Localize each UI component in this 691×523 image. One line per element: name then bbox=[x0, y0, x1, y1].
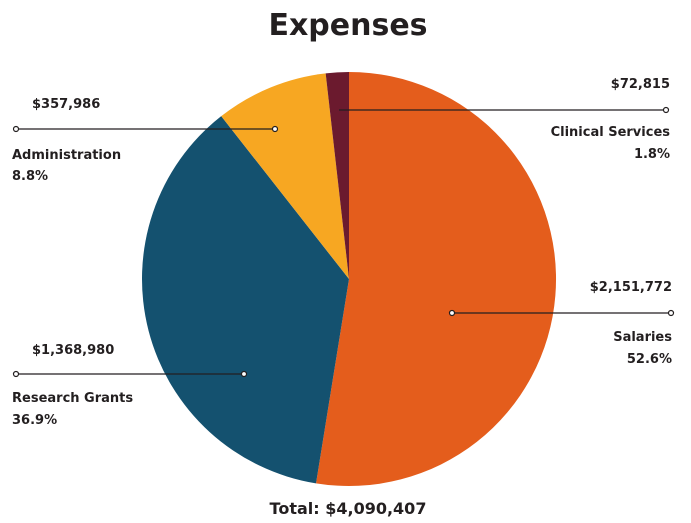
name-research-grants: Research Grants bbox=[12, 391, 133, 406]
leader-dot-research-grants-end bbox=[240, 370, 248, 378]
name-salaries: Salaries bbox=[613, 330, 672, 345]
callout-administration: $357,986 Administration 8.8% bbox=[12, 97, 279, 184]
amount-salaries: $2,151,772 bbox=[590, 280, 672, 295]
leader-dot-research-grants-start bbox=[12, 370, 20, 378]
amount-administration: $357,986 bbox=[32, 97, 100, 112]
leader-dot-administration-end bbox=[271, 125, 279, 133]
name-clinical-services: Clinical Services bbox=[551, 125, 671, 140]
leader-dot-salaries-start bbox=[448, 309, 456, 317]
amount-clinical-services: $72,815 bbox=[611, 77, 670, 92]
leader-dot-clinical-services-end bbox=[662, 106, 670, 114]
pie-slice-salaries bbox=[316, 72, 557, 486]
pie-slice-administration bbox=[221, 73, 349, 279]
chart-title: Expenses bbox=[268, 8, 427, 43]
callout-salaries: $2,151,772 Salaries 52.6% bbox=[448, 280, 675, 367]
callout-clinical-services: $72,815 Clinical Services 1.8% bbox=[339, 77, 670, 162]
leader-dot-salaries-end bbox=[667, 309, 675, 317]
percent-clinical-services: 1.8% bbox=[634, 147, 670, 162]
name-administration: Administration bbox=[12, 148, 121, 163]
amount-research-grants: $1,368,980 bbox=[32, 343, 114, 358]
pie-slices bbox=[141, 72, 557, 486]
percent-research-grants: 36.9% bbox=[12, 413, 57, 428]
chart-total: Total: $4,090,407 bbox=[270, 499, 427, 518]
percent-administration: 8.8% bbox=[12, 169, 48, 184]
pie-slice-research-grants bbox=[141, 116, 349, 484]
pie-slice-clinical-services bbox=[325, 72, 349, 279]
leader-dot-administration-start bbox=[12, 125, 20, 133]
percent-salaries: 52.6% bbox=[627, 352, 672, 367]
callout-research-grants: $1,368,980 Research Grants 36.9% bbox=[12, 343, 248, 428]
